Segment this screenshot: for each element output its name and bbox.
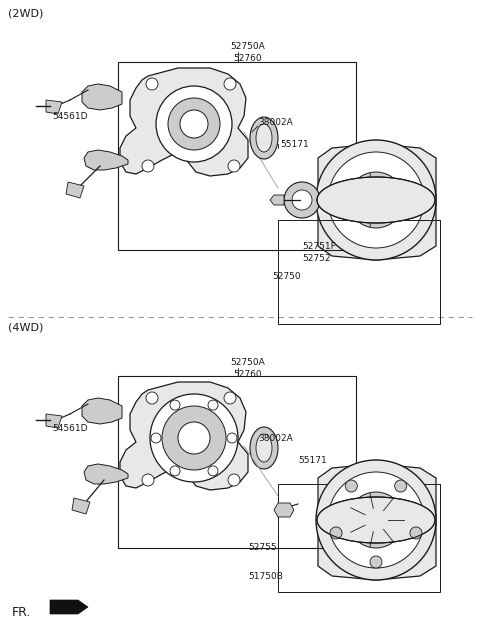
Circle shape xyxy=(156,86,232,162)
Polygon shape xyxy=(50,600,88,614)
Polygon shape xyxy=(46,414,62,428)
Circle shape xyxy=(370,556,382,568)
Polygon shape xyxy=(120,382,248,490)
Circle shape xyxy=(348,172,404,228)
Ellipse shape xyxy=(317,177,435,223)
Circle shape xyxy=(180,110,208,138)
Circle shape xyxy=(364,188,388,212)
Circle shape xyxy=(168,98,220,150)
Text: 52750: 52750 xyxy=(272,272,300,281)
Circle shape xyxy=(228,474,240,486)
Circle shape xyxy=(284,182,320,218)
Ellipse shape xyxy=(250,427,278,469)
Circle shape xyxy=(146,392,158,404)
Circle shape xyxy=(316,140,436,260)
Circle shape xyxy=(364,508,388,532)
Ellipse shape xyxy=(250,117,278,159)
Circle shape xyxy=(151,433,161,443)
Circle shape xyxy=(228,160,240,172)
Ellipse shape xyxy=(256,124,272,152)
Circle shape xyxy=(328,152,424,248)
Circle shape xyxy=(208,466,218,476)
Polygon shape xyxy=(84,464,128,484)
Text: 38002A: 38002A xyxy=(258,434,293,443)
Text: 51750B: 51750B xyxy=(248,572,283,581)
Circle shape xyxy=(178,422,210,454)
Polygon shape xyxy=(318,144,436,260)
Circle shape xyxy=(348,492,404,548)
Text: 52760: 52760 xyxy=(234,370,262,379)
Text: 52751F: 52751F xyxy=(302,242,336,251)
Polygon shape xyxy=(274,503,294,517)
Text: 52752: 52752 xyxy=(302,254,331,263)
Text: 52750A: 52750A xyxy=(230,358,265,367)
Polygon shape xyxy=(84,150,128,170)
Circle shape xyxy=(330,527,342,539)
Bar xyxy=(118,62,356,250)
Circle shape xyxy=(410,527,422,539)
Text: 52750A: 52750A xyxy=(230,42,265,51)
Text: 55171: 55171 xyxy=(280,140,309,149)
Circle shape xyxy=(345,480,357,492)
Polygon shape xyxy=(82,84,122,110)
Text: 54561D: 54561D xyxy=(52,112,87,121)
Circle shape xyxy=(146,78,158,90)
Polygon shape xyxy=(66,182,84,198)
Circle shape xyxy=(292,190,312,210)
Circle shape xyxy=(328,472,424,568)
Text: 52760: 52760 xyxy=(234,54,262,63)
Polygon shape xyxy=(82,398,122,424)
Text: (2WD): (2WD) xyxy=(8,8,43,18)
Bar xyxy=(118,376,356,548)
Polygon shape xyxy=(72,498,90,514)
Circle shape xyxy=(142,160,154,172)
Polygon shape xyxy=(270,195,284,205)
Polygon shape xyxy=(318,464,436,580)
Text: 55171: 55171 xyxy=(298,456,327,465)
Bar xyxy=(278,484,440,592)
Ellipse shape xyxy=(256,434,272,462)
Polygon shape xyxy=(120,68,248,176)
Text: FR.: FR. xyxy=(12,606,31,619)
Circle shape xyxy=(142,474,154,486)
Circle shape xyxy=(162,406,226,470)
Text: 54561D: 54561D xyxy=(52,424,87,433)
Polygon shape xyxy=(46,100,62,114)
Circle shape xyxy=(170,466,180,476)
Text: (4WD): (4WD) xyxy=(8,322,43,332)
Ellipse shape xyxy=(317,497,435,543)
Circle shape xyxy=(316,460,436,580)
Text: 52755: 52755 xyxy=(248,543,276,552)
Circle shape xyxy=(170,400,180,410)
Circle shape xyxy=(224,392,236,404)
Text: 38002A: 38002A xyxy=(258,118,293,127)
Bar xyxy=(278,220,440,324)
Circle shape xyxy=(395,480,407,492)
Circle shape xyxy=(150,394,238,482)
Circle shape xyxy=(227,433,237,443)
Circle shape xyxy=(208,400,218,410)
Circle shape xyxy=(224,78,236,90)
